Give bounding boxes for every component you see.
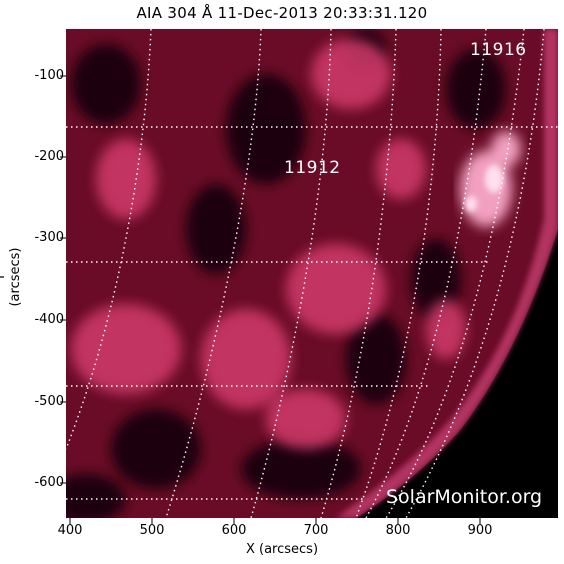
x-tick-label: 700 (303, 523, 329, 538)
y-tick-label: -600 (34, 475, 64, 490)
x-tick-label: 800 (385, 523, 411, 538)
heliographic-grid (66, 29, 558, 518)
image-title: AIA 304 Å 11-Dec-2013 20:33:31.120 (136, 4, 428, 22)
region-label-11916: 11916 (470, 40, 527, 60)
region-label-11912: 11912 (284, 158, 341, 178)
watermark: SolarMonitor.org (386, 486, 543, 508)
x-tick-label: 400 (57, 523, 83, 538)
x-tick-label: 500 (139, 523, 165, 538)
y-tick-label: -500 (34, 394, 64, 409)
x-tick-label: 600 (221, 523, 247, 538)
y-tick-label: -300 (34, 230, 64, 245)
y-axis-label: Y (arcsecs) (0, 247, 23, 307)
x-axis-label: X (arcsecs) (245, 542, 319, 557)
x-tick-label: 900 (467, 523, 493, 538)
active-region-core (465, 165, 503, 212)
y-tick-label: -100 (34, 68, 64, 83)
solar-image (66, 29, 558, 518)
y-tick-label: -200 (34, 149, 64, 164)
solar-image-frame (66, 29, 558, 518)
y-tick-label: -400 (34, 312, 64, 327)
